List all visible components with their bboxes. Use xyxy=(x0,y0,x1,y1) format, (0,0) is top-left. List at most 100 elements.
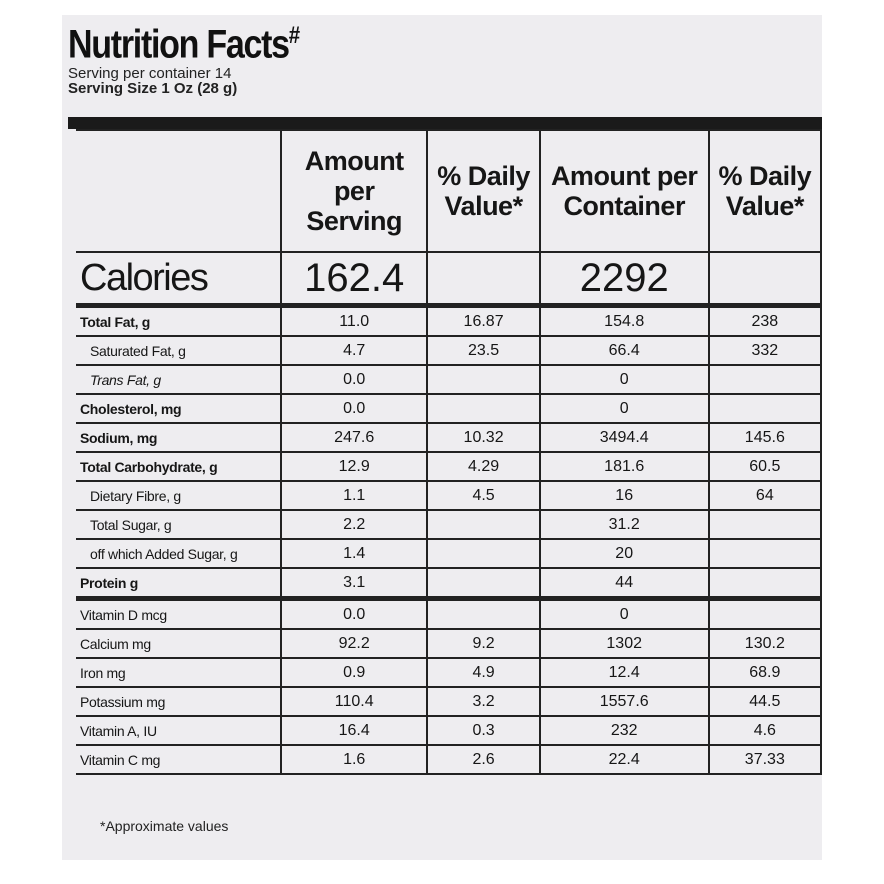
cell: 1.4 xyxy=(279,538,429,569)
row-label: Protein g xyxy=(76,567,282,601)
cell: 0 xyxy=(538,393,710,424)
cell xyxy=(426,251,541,308)
nutrient-row: Dietary Fibre, g 1.1 4.5 16 64 xyxy=(76,480,823,511)
row-label: Total Carbohydrate, g xyxy=(76,451,282,482)
nutrient-row: Cholesterol, mg 0.0 0 xyxy=(76,393,823,424)
row-label: Cholesterol, mg xyxy=(76,393,282,424)
footnote: *Approximate values xyxy=(100,818,229,834)
cell: 0.0 xyxy=(279,597,429,630)
cell: 12.9 xyxy=(279,451,429,482)
row-label: Iron mg xyxy=(76,657,282,688)
row-label: Saturated Fat, g xyxy=(76,335,282,366)
cell xyxy=(707,538,823,569)
cell: 4.7 xyxy=(279,335,429,366)
cell: 2292 xyxy=(538,251,710,308)
cell: 3.2 xyxy=(426,686,541,717)
cell xyxy=(707,567,823,601)
cell: 9.2 xyxy=(426,628,541,659)
cell: 4.29 xyxy=(426,451,541,482)
cell: 1.6 xyxy=(279,744,429,775)
cell xyxy=(707,509,823,540)
cell xyxy=(707,364,823,395)
cell: 3494.4 xyxy=(538,422,710,453)
cell: 2.2 xyxy=(279,509,429,540)
cell: 4.5 xyxy=(426,480,541,511)
cell: 154.8 xyxy=(538,304,710,337)
row-label: Dietary Fibre, g xyxy=(76,480,282,511)
row-label: Calcium mg xyxy=(76,628,282,659)
cell: 0.9 xyxy=(279,657,429,688)
cell: 37.33 xyxy=(707,744,823,775)
cell: 1302 xyxy=(538,628,710,659)
cell xyxy=(707,393,823,424)
header-row: Amount per Serving% Daily Value* Amount p… xyxy=(76,129,823,253)
nutrient-row: Trans Fat, g 0.0 0 xyxy=(76,364,823,395)
cell: 92.2 xyxy=(279,628,429,659)
servings: Serving per container 14 xyxy=(68,65,232,83)
cell: 16.87 xyxy=(426,304,541,337)
cell: 181.6 xyxy=(538,451,710,482)
row-label: Vitamin C mg xyxy=(76,744,282,775)
nutrient-row: Vitamin A, IU 16.4 0.3 232 4.6 xyxy=(76,715,823,746)
cell: 2.6 xyxy=(426,744,541,775)
nutrient-row: Vitamin C mg 1.6 2.6 22.4 37.33 xyxy=(76,744,823,775)
cell xyxy=(707,597,823,630)
cell: 1.1 xyxy=(279,480,429,511)
cell: 110.4 xyxy=(279,686,429,717)
cell: 10.32 xyxy=(426,422,541,453)
cell: 44.5 xyxy=(707,686,823,717)
cell: 130.2 xyxy=(707,628,823,659)
nutrient-row: Total Carbohydrate, g 12.9 4.29 181.6 60.5 xyxy=(76,451,823,482)
nutrition-table: Amount per Serving% Daily Value* Amount p… xyxy=(76,129,823,775)
row-label: Vitamin D mcg xyxy=(76,597,282,630)
cell: 16.4 xyxy=(279,715,429,746)
column-header: % Daily Value* xyxy=(707,129,823,253)
row-label: Vitamin A, IU xyxy=(76,715,282,746)
row-label: Calories xyxy=(76,251,282,308)
header-cell xyxy=(76,129,282,253)
cell: 60.5 xyxy=(707,451,823,482)
column-header: Amount per Serving xyxy=(279,129,429,253)
cell xyxy=(426,567,541,601)
cell: 16 xyxy=(538,480,710,511)
title-mark: # xyxy=(288,22,300,49)
cell: 3.1 xyxy=(279,567,429,601)
row-label: Potassium mg xyxy=(76,686,282,717)
nutrient-row: Vitamin D mcg 0.0 0 xyxy=(76,597,823,630)
cell: 22.4 xyxy=(538,744,710,775)
column-header: % Daily Value* xyxy=(426,129,541,253)
row-label: Sodium, mg xyxy=(76,422,282,453)
column-header: Amount per Container xyxy=(538,129,710,253)
cell: 12.4 xyxy=(538,657,710,688)
cell: 247.6 xyxy=(279,422,429,453)
cell: 0.0 xyxy=(279,364,429,395)
cell xyxy=(426,364,541,395)
cell: 64 xyxy=(707,480,823,511)
cell: 66.4 xyxy=(538,335,710,366)
row-label: Total Fat, g xyxy=(76,304,282,337)
cell: 0.3 xyxy=(426,715,541,746)
cell: 4.6 xyxy=(707,715,823,746)
cell: 31.2 xyxy=(538,509,710,540)
nutrient-row: Total Sugar, g 2.2 31.2 xyxy=(76,509,823,540)
cell: 145.6 xyxy=(707,422,823,453)
cell xyxy=(426,393,541,424)
title-text: Nutrition Facts xyxy=(68,22,290,67)
cell xyxy=(426,597,541,630)
cell xyxy=(426,538,541,569)
cell: 238 xyxy=(707,304,823,337)
divider xyxy=(68,117,822,129)
cell: 162.4 xyxy=(279,251,429,308)
nutrient-row: Sodium, mg 247.6 10.32 3494.4 145.6 xyxy=(76,422,823,453)
row-label: Total Sugar, g xyxy=(76,509,282,540)
cell: 232 xyxy=(538,715,710,746)
nutrient-row: off which Added Sugar, g 1.4 20 xyxy=(76,538,823,569)
nutrient-row: Total Fat, g 11.0 16.87 154.8 238 xyxy=(76,304,823,337)
cell: 1557.6 xyxy=(538,686,710,717)
row-label: Trans Fat, g xyxy=(76,364,282,395)
nutrient-row: Calcium mg 92.2 9.2 1302 130.2 xyxy=(76,628,823,659)
cell: 0.0 xyxy=(279,393,429,424)
header: Nutrition Facts# Serving per container 1… xyxy=(68,22,340,97)
cell: 20 xyxy=(538,538,710,569)
